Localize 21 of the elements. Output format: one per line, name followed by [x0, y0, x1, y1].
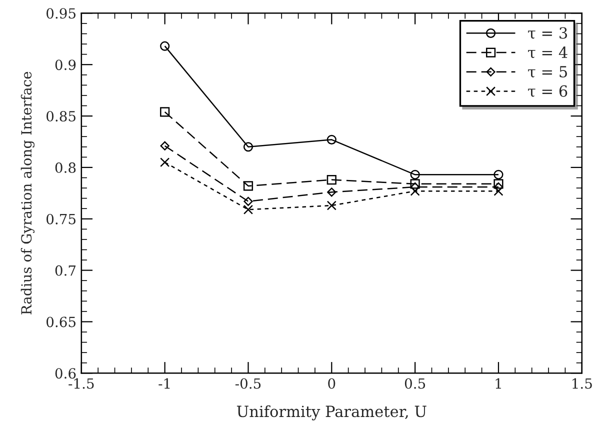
y-tick-label: 0.8 [55, 162, 76, 173]
legend-label: τ = 3 [528, 27, 568, 39]
x-tick-label: -1 [158, 378, 170, 389]
y-tick-label: 0.75 [46, 214, 76, 224]
y-tick-label: 0.95 [46, 8, 76, 19]
x-axis-title: Uniformity Parameter, U [236, 405, 426, 420]
legend-label: τ = 4 [528, 46, 568, 58]
legend-label: τ = 6 [528, 85, 568, 97]
x-tick-label: 1 [496, 378, 501, 389]
legend-label: τ = 5 [528, 66, 567, 78]
y-tick-label: 0.9 [55, 60, 76, 70]
y-tick-label: 0.85 [46, 110, 76, 122]
y-tick-label: 0.6 [55, 368, 76, 379]
x-tick-label: 0 [328, 378, 336, 389]
y-axis-title: Radius of Gyration along Interface [20, 72, 35, 314]
x-tick-label: 1.5 [572, 378, 592, 389]
x-tick-label: -0.5 [235, 378, 261, 389]
y-tick-label: 0.65 [46, 316, 76, 328]
y-tick-label: 0.7 [55, 265, 76, 276]
x-tick-label: -1.5 [68, 378, 94, 389]
x-tick-label: 0.5 [404, 378, 426, 389]
